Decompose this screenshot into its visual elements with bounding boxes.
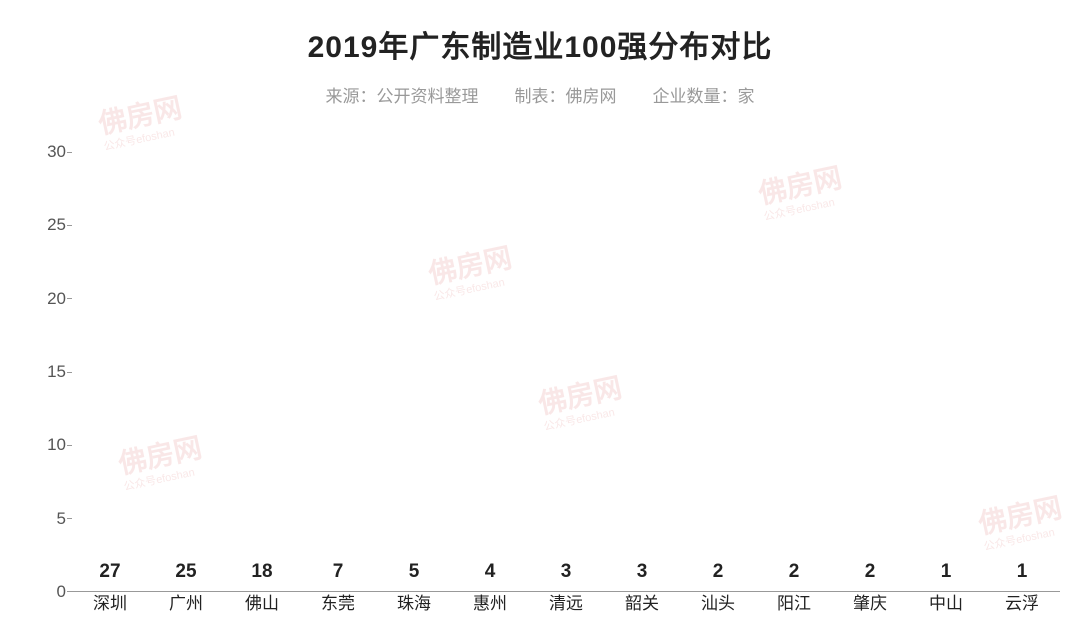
y-tick-label: 15 [47,362,66,382]
x-tick-label: 深圳 [72,592,148,616]
y-tick-label: 5 [57,509,66,529]
y-tick-label: 10 [47,435,66,455]
chart-title-text: 2019年广东制造业100强分布对比 [308,31,773,64]
y-tick-label: 20 [47,289,66,309]
y-tick-label: 0 [57,582,66,602]
bar-slot: 5 [376,561,452,591]
bar-value-label: 25 [175,561,196,583]
subtitle-part: 来源：公开资料整理 [326,87,479,106]
bar-slot: 7 [300,561,376,591]
x-tick-label: 肇庆 [832,592,908,616]
bar-slot: 1 [908,561,984,591]
bar-slot: 27 [72,561,148,591]
x-tick-label: 阳江 [756,592,832,616]
chart-subtitle: 来源：公开资料整理 制表：佛房网 企业数量：家 [0,82,1080,107]
bar-value-label: 27 [99,561,120,583]
subtitle-part: 制表：佛房网 [515,87,617,106]
x-tick-label: 广州 [148,592,224,616]
bar-value-label: 2 [789,561,800,583]
bar-value-label: 5 [409,561,420,583]
bar-slot: 2 [832,561,908,591]
bar-slot: 4 [452,561,528,591]
x-axis-labels: 深圳广州佛山东莞珠海惠州清远韶关汕头阳江肇庆中山云浮 [72,592,1060,616]
bar-slot: 25 [148,561,224,591]
bar-slot: 1 [984,561,1060,591]
y-axis: 051015202530 [30,152,72,592]
x-tick-label: 惠州 [452,592,528,616]
bar-slot: 2 [680,561,756,591]
bar-value-label: 2 [713,561,724,583]
x-tick-label: 清远 [528,592,604,616]
bar-value-label: 1 [1017,561,1028,583]
bar-value-label: 3 [637,561,648,583]
bar-slot: 3 [528,561,604,591]
x-tick-label: 韶关 [604,592,680,616]
x-tick-label: 珠海 [376,592,452,616]
bar-value-label: 7 [333,561,344,583]
bar-slot: 3 [604,561,680,591]
bar-value-label: 2 [865,561,876,583]
y-tick-label: 30 [47,142,66,162]
x-tick-label: 汕头 [680,592,756,616]
chart-title: 2019年广东制造业100强分布对比 [0,22,1080,66]
chart-area: 051015202530 2725187543322211 深圳广州佛山东莞珠海… [30,152,1060,616]
x-tick-label: 云浮 [984,592,1060,616]
bar-value-label: 18 [251,561,272,583]
plot: 27 25 18 7 5 4 3 3 2 2 2 1 1 [72,152,1060,592]
bar-slot: 18 [224,561,300,591]
bar-value-label: 3 [561,561,572,583]
x-tick-label: 佛山 [224,592,300,616]
y-tick-label: 25 [47,215,66,235]
x-tick-label: 东莞 [300,592,376,616]
bar-value-label: 4 [485,561,496,583]
bar-value-label: 1 [941,561,952,583]
subtitle-part: 企业数量：家 [653,87,755,106]
bar-slot: 2 [756,561,832,591]
x-tick-label: 中山 [908,592,984,616]
